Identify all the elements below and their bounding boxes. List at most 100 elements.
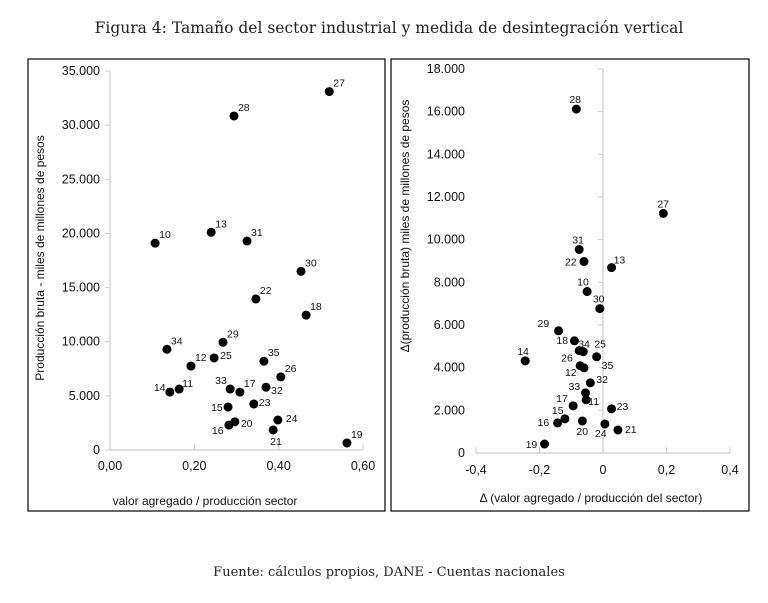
point-label: 15 xyxy=(211,402,223,414)
data-point xyxy=(582,287,592,297)
data-point xyxy=(613,425,623,435)
point-label: 25 xyxy=(594,339,606,351)
figure-title: Figura 4: Tamaño del sector industrial y… xyxy=(95,19,684,37)
data-point xyxy=(568,401,578,411)
x-tick-label: -0,4 xyxy=(465,463,487,477)
data-point xyxy=(553,418,563,428)
point-label: 16 xyxy=(538,417,550,429)
right-x-axis-title: Δ (valor agregado / producción del secto… xyxy=(480,491,703,505)
y-tick-label: 30.000 xyxy=(62,118,100,132)
point-label: 26 xyxy=(561,353,573,365)
x-tick-label: 0,00 xyxy=(98,459,122,473)
y-tick-label: 10.000 xyxy=(427,233,465,247)
data-point xyxy=(577,416,587,426)
y-tick-label: 35.000 xyxy=(62,64,100,78)
data-point xyxy=(571,104,581,114)
data-point xyxy=(296,266,306,276)
data-point xyxy=(162,344,172,354)
data-point xyxy=(251,294,261,304)
right-panel-frame xyxy=(390,58,750,512)
data-point xyxy=(579,363,589,373)
point-label: 18 xyxy=(556,335,568,347)
x-tick-label: 0,2 xyxy=(658,463,675,477)
data-point xyxy=(218,337,228,347)
data-point xyxy=(579,257,589,267)
data-point xyxy=(592,352,602,362)
x-tick-label: 0 xyxy=(600,463,607,477)
point-label: 15 xyxy=(552,405,564,417)
point-label: 29 xyxy=(227,328,239,340)
point-label: 17 xyxy=(556,393,568,405)
x-tick-label: 0,20 xyxy=(182,459,206,473)
data-point xyxy=(235,387,245,397)
y-tick-label: 0 xyxy=(458,446,465,460)
point-label: 12 xyxy=(565,367,577,379)
point-label: 25 xyxy=(220,350,232,362)
data-point xyxy=(209,353,219,363)
data-point xyxy=(607,404,617,414)
point-label: 30 xyxy=(305,257,317,269)
x-tick-label: -0,2 xyxy=(529,463,551,477)
point-label: 22 xyxy=(260,285,272,297)
data-point xyxy=(324,87,334,97)
data-point xyxy=(261,382,271,392)
data-point xyxy=(554,326,564,336)
point-label: 28 xyxy=(238,102,250,114)
point-label: 23 xyxy=(617,401,629,413)
point-label: 14 xyxy=(154,382,166,394)
point-label: 13 xyxy=(614,255,626,267)
x-tick-label: 0,60 xyxy=(351,459,375,473)
data-point xyxy=(229,111,239,121)
point-label: 21 xyxy=(270,436,282,448)
point-label: 13 xyxy=(215,218,227,230)
point-label: 35 xyxy=(602,360,614,372)
point-label: 27 xyxy=(333,78,345,90)
data-point xyxy=(585,378,595,388)
point-label: 22 xyxy=(565,257,577,269)
point-label: 26 xyxy=(285,363,297,375)
data-point xyxy=(174,384,184,394)
x-tick-label: 0,4 xyxy=(721,463,738,477)
data-point xyxy=(273,415,283,425)
point-label: 14 xyxy=(517,346,529,358)
y-tick-label: 8.000 xyxy=(434,275,465,289)
data-point xyxy=(578,347,588,357)
point-label: 32 xyxy=(596,374,608,386)
data-point xyxy=(276,372,286,382)
data-point xyxy=(600,419,610,429)
data-point xyxy=(581,395,591,405)
right-scatter-plot: -0,4 -0,2 0 0,2 0,4 0 2.000 4.000 6.000 8.000 10.0… xyxy=(427,62,739,477)
data-point xyxy=(574,244,584,254)
point-label: 23 xyxy=(259,397,271,409)
y-tick-label: 14.000 xyxy=(427,147,465,161)
data-point xyxy=(560,414,570,424)
data-point xyxy=(607,263,617,273)
y-tick-label: 2.000 xyxy=(434,403,465,417)
data-point xyxy=(259,356,269,366)
point-label: 27 xyxy=(657,198,669,210)
data-point xyxy=(520,356,530,366)
data-point xyxy=(230,417,240,427)
point-label: 32 xyxy=(271,385,283,397)
y-tick-label: 15.000 xyxy=(62,281,100,295)
point-label: 18 xyxy=(310,301,322,313)
left-y-axis-title: Producción bruta - miles de millones de … xyxy=(33,135,47,380)
point-label: 20 xyxy=(576,426,588,438)
left-x-axis-title: valor agregado / producción sector xyxy=(113,494,298,508)
y-tick-label: 0 xyxy=(93,443,100,457)
data-point xyxy=(301,310,311,320)
data-point xyxy=(223,402,233,412)
point-label: 34 xyxy=(578,339,590,351)
data-point xyxy=(206,227,216,237)
right-y-axis-title: Δ(producción bruta) miles de millones de… xyxy=(398,100,412,353)
data-point xyxy=(186,361,196,371)
y-tick-label: 12.000 xyxy=(427,190,465,204)
point-label: 10 xyxy=(159,229,171,241)
data-point xyxy=(242,236,252,246)
data-point xyxy=(581,388,591,398)
y-tick-label: 16.000 xyxy=(427,105,465,119)
data-point xyxy=(540,439,550,449)
y-tick-label: 25.000 xyxy=(62,172,100,186)
data-point xyxy=(658,208,668,218)
